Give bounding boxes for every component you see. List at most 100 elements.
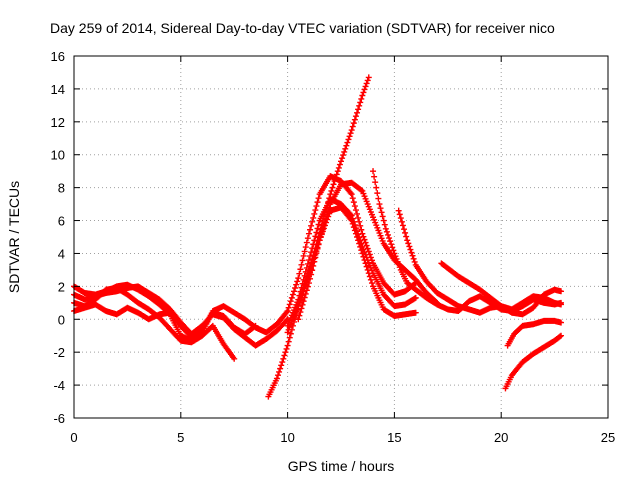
- data-point: [295, 303, 302, 310]
- data-point: [294, 278, 301, 285]
- x-tick-label: 25: [601, 430, 615, 445]
- x-tick-label: 5: [177, 430, 184, 445]
- data-point: [396, 264, 403, 271]
- data-point: [297, 266, 304, 273]
- data-point: [386, 235, 393, 242]
- data-point: [344, 139, 351, 146]
- data-point: [363, 242, 370, 249]
- data-point: [310, 214, 317, 221]
- data-point: [410, 255, 417, 262]
- data-point: [325, 208, 332, 215]
- data-point: [296, 270, 303, 277]
- y-tick-label: 14: [51, 82, 65, 97]
- data-point: [314, 245, 321, 252]
- data-point: [276, 368, 283, 375]
- data-point: [373, 184, 380, 191]
- data-point: [391, 250, 398, 257]
- data-point: [305, 230, 312, 237]
- data-point: [362, 260, 369, 267]
- data-point: [383, 228, 390, 235]
- data-point: [303, 264, 310, 271]
- data-point: [376, 201, 383, 208]
- data-point: [311, 210, 318, 217]
- data-point: [355, 214, 362, 221]
- data-point: [305, 257, 312, 264]
- data-point: [350, 199, 357, 206]
- data-point: [297, 297, 304, 304]
- data-point: [356, 102, 363, 109]
- data-point: [335, 164, 342, 171]
- data-point: [358, 187, 365, 194]
- y-axis: -6 -4 -2 0 2 4 6 8 10 12 14 16: [51, 49, 608, 426]
- data-point: [315, 221, 322, 228]
- data-point: [342, 145, 349, 152]
- data-point: [299, 257, 306, 264]
- data-point: [354, 109, 361, 116]
- x-axis-label: GPS time / hours: [288, 458, 395, 474]
- data-point: [288, 294, 295, 301]
- data-point: [364, 266, 371, 273]
- data-point: [304, 283, 311, 290]
- series-track-12: [438, 260, 565, 313]
- data-point: [361, 236, 368, 243]
- data-point: [412, 309, 419, 316]
- data-point: [372, 179, 379, 186]
- data-point: [316, 237, 323, 244]
- data-point: [390, 247, 397, 254]
- data-point: [361, 257, 368, 264]
- data-point: [357, 99, 364, 106]
- data-point: [310, 262, 317, 269]
- data-point: [359, 250, 366, 257]
- data-point: [412, 294, 419, 301]
- data-point: [354, 210, 361, 217]
- data-point: [395, 261, 402, 268]
- data-point: [231, 355, 238, 362]
- data-point: [356, 218, 363, 225]
- data-point: [296, 300, 303, 307]
- data-point: [283, 345, 290, 352]
- data-point: [314, 199, 321, 206]
- data-point: [289, 291, 296, 298]
- chart-title: Day 259 of 2014, Sidereal Day-to-day VTE…: [50, 20, 555, 36]
- data-point: [298, 305, 305, 312]
- series-track-11: [395, 207, 565, 318]
- data-point: [403, 233, 410, 240]
- data-point: [395, 207, 402, 214]
- x-tick-label: 15: [387, 430, 401, 445]
- y-tick-label: 2: [58, 279, 65, 294]
- data-point: [309, 267, 316, 274]
- data-point: [379, 213, 386, 220]
- data-point: [299, 280, 306, 287]
- data-point: [408, 249, 415, 256]
- data-point: [313, 203, 320, 210]
- plot-area: [71, 74, 565, 400]
- data-point: [360, 233, 367, 240]
- data-point: [558, 288, 565, 295]
- y-tick-label: 6: [58, 214, 65, 229]
- data-point: [402, 229, 409, 236]
- data-point: [377, 205, 384, 212]
- series-track-6: [284, 173, 419, 315]
- data-point: [338, 158, 344, 165]
- data-point: [405, 240, 412, 247]
- data-point: [307, 226, 314, 233]
- data-point: [343, 142, 350, 149]
- x-tick-label: 20: [494, 430, 508, 445]
- data-point: [382, 225, 389, 232]
- data-point: [295, 275, 302, 282]
- x-axis: 0 5 10 15 20 25: [70, 56, 615, 445]
- data-point: [355, 106, 362, 113]
- data-point: [309, 245, 316, 252]
- y-tick-label: 10: [51, 148, 65, 163]
- data-point: [340, 152, 347, 159]
- data-point: [251, 323, 258, 330]
- y-tick-label: -2: [53, 345, 65, 360]
- data-point: [359, 92, 366, 99]
- y-tick-label: 12: [51, 115, 65, 130]
- data-point: [380, 217, 387, 224]
- data-point: [352, 207, 359, 214]
- data-point: [297, 309, 304, 316]
- data-point: [365, 74, 372, 81]
- data-point: [282, 349, 289, 356]
- data-point: [323, 215, 330, 222]
